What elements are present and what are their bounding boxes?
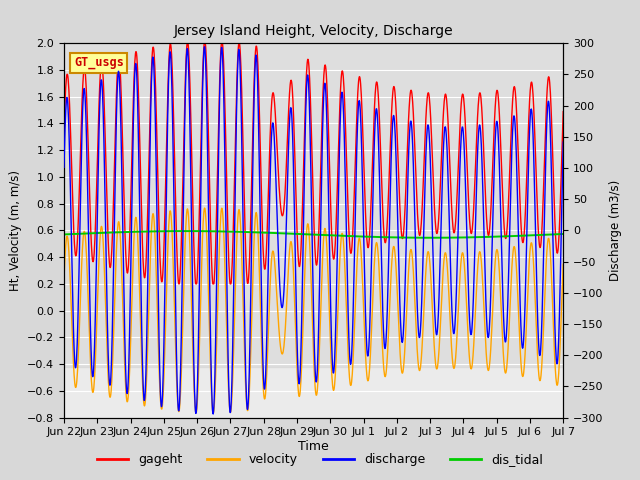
Y-axis label: Ht, Velocity (m, m/s): Ht, Velocity (m, m/s): [8, 170, 22, 291]
Y-axis label: Discharge (m3/s): Discharge (m3/s): [609, 180, 622, 281]
Legend: gageht, velocity, discharge, dis_tidal: gageht, velocity, discharge, dis_tidal: [92, 448, 548, 471]
Title: Jersey Island Height, Velocity, Discharge: Jersey Island Height, Velocity, Discharg…: [174, 24, 453, 38]
X-axis label: Time: Time: [298, 440, 329, 453]
Bar: [64, 40, 563, 367]
Text: GT_usgs: GT_usgs: [74, 56, 124, 69]
